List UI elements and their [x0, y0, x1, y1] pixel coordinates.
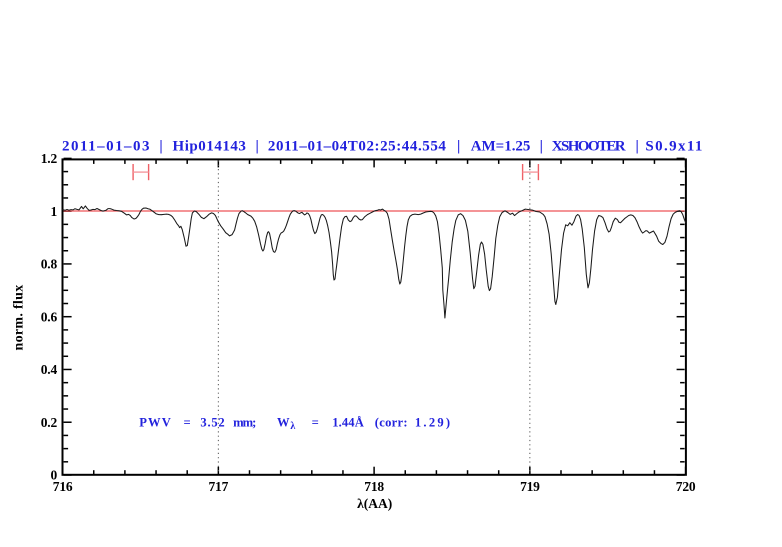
svg-text:1: 1: [50, 204, 57, 219]
svg-text:0.8: 0.8: [41, 257, 58, 272]
svg-text:λ: λ: [290, 421, 295, 432]
svg-text:mm;: mm;: [233, 415, 256, 429]
svg-text:720: 720: [676, 479, 696, 494]
svg-text:718: 718: [364, 479, 384, 494]
svg-text:717: 717: [208, 479, 228, 494]
svg-text:W: W: [277, 415, 290, 429]
svg-text:0.2: 0.2: [41, 415, 58, 430]
svg-text:=: =: [184, 415, 191, 429]
svg-text:|: |: [636, 138, 639, 154]
svg-text:AM=1.25: AM=1.25: [471, 138, 531, 154]
svg-text:2011–01–04T02:25:44.554: 2011–01–04T02:25:44.554: [268, 138, 447, 154]
svg-text:719: 719: [520, 479, 540, 494]
svg-text:1.29): 1.29): [415, 415, 450, 429]
svg-text:2011–01–03: 2011–01–03: [62, 138, 150, 154]
svg-text:0: 0: [50, 468, 57, 483]
svg-text:0.4: 0.4: [41, 362, 58, 377]
svg-text:PWV: PWV: [139, 415, 171, 429]
svg-text:0.6: 0.6: [41, 309, 58, 324]
svg-text:|: |: [457, 138, 460, 154]
svg-text:λ(AA): λ(AA): [357, 496, 392, 511]
svg-text:|: |: [540, 138, 543, 154]
svg-text:S0.9x11: S0.9x11: [645, 138, 702, 154]
svg-text:1.44Å: 1.44Å: [332, 415, 364, 429]
svg-text:XSHOOTER: XSHOOTER: [552, 138, 626, 154]
svg-text:3.52: 3.52: [200, 415, 224, 429]
svg-text:norm. flux: norm. flux: [12, 285, 27, 351]
svg-text:Hip014143: Hip014143: [173, 138, 246, 154]
svg-text:1.2: 1.2: [41, 151, 58, 166]
svg-text:(corr:: (corr:: [375, 415, 408, 429]
svg-text:|: |: [256, 138, 259, 154]
svg-text:=: =: [312, 415, 319, 429]
svg-text:716: 716: [53, 479, 73, 494]
svg-text:|: |: [159, 138, 162, 154]
